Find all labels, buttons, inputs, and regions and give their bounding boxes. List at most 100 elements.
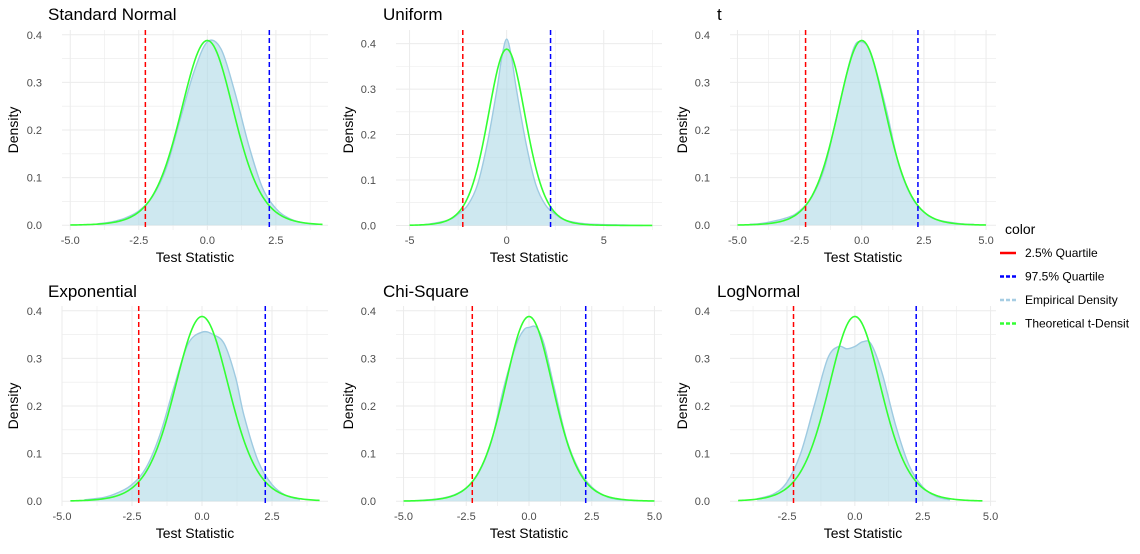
panel-title: Exponential xyxy=(48,282,137,301)
x-tick-label: 2.5 xyxy=(584,511,599,523)
y-axis-title: Density xyxy=(674,107,690,154)
x-tick-label: 2.5 xyxy=(915,511,930,523)
y-axis-title: Density xyxy=(340,107,356,154)
y-tick-label: 0.4 xyxy=(361,39,376,51)
x-tick-label: -2.5 xyxy=(790,235,809,247)
empirical-density-line xyxy=(84,330,301,501)
panel-title: Standard Normal xyxy=(48,5,177,24)
x-tick-label: -5.0 xyxy=(53,511,72,523)
empirical-density-area xyxy=(749,41,974,226)
x-tick-label: 5 xyxy=(601,235,607,247)
y-tick-label: 0.3 xyxy=(361,84,376,96)
empirical-density-area xyxy=(416,326,642,502)
y-tick-label: 0.0 xyxy=(361,220,376,232)
x-axis-title: Test Statistic xyxy=(490,525,569,541)
x-tick-label: -5.0 xyxy=(61,235,80,247)
legend-item: Theoretical t-Densit xyxy=(1000,317,1130,331)
x-tick-label: 0.0 xyxy=(521,511,536,523)
panel-title: Chi-Square xyxy=(383,282,469,301)
facet-panel: -5.0 -2.5 0.0 2.5 0.0 0.1 0.2 0.3 0.4 Standard No… xyxy=(5,5,328,265)
y-tick-label: 0.0 xyxy=(27,220,42,232)
y-axis-title: Density xyxy=(5,383,21,430)
x-tick-label: -2.5 xyxy=(778,511,797,523)
x-tick-label: 2.5 xyxy=(264,511,279,523)
y-tick-label: 0.0 xyxy=(695,496,710,508)
y-tick-label: 0.1 xyxy=(27,173,42,185)
empirical-density-area xyxy=(84,331,301,502)
y-tick-label: 0.4 xyxy=(27,30,42,42)
x-tick-label: 0.0 xyxy=(847,511,862,523)
y-tick-label: 0.4 xyxy=(695,306,710,318)
x-tick-label: -5.0 xyxy=(728,235,747,247)
y-tick-label: 0.0 xyxy=(695,220,710,232)
y-tick-label: 0.1 xyxy=(27,449,42,461)
x-axis-title: Test Statistic xyxy=(156,249,235,265)
y-tick-label: 0.1 xyxy=(695,449,710,461)
x-tick-label: 0.0 xyxy=(194,511,209,523)
facet-panel: -5.0 -2.5 0.0 2.5 5.0 0.0 0.1 0.2 0.3 0.4 t Test St… xyxy=(674,5,996,265)
y-tick-label: 0.2 xyxy=(361,130,376,142)
x-tick-label: 0.0 xyxy=(200,235,215,247)
x-axis-title: Test Statistic xyxy=(490,249,569,265)
y-tick-label: 0.1 xyxy=(361,449,376,461)
y-tick-label: 0.4 xyxy=(695,30,710,42)
facet-panel: -5.0 -2.5 0.0 2.5 5.0 0.0 0.1 0.2 0.3 0.4 Chi-Squa… xyxy=(340,282,662,541)
empirical-density-area xyxy=(419,39,643,226)
y-tick-label: 0.3 xyxy=(361,353,376,365)
y-tick-label: 0.1 xyxy=(695,173,710,185)
y-tick-label: 0.2 xyxy=(27,125,42,137)
y-tick-label: 0.4 xyxy=(361,306,376,318)
facet-panel: -5 0 5 0.0 0.1 0.2 0.3 0.4 Uniform Test Statistic… xyxy=(340,5,662,265)
theoretical-t-density-line xyxy=(737,39,987,226)
facet-panel: -5.0 -2.5 0.0 2.5 0.0 0.1 0.2 0.3 0.4 Exponential… xyxy=(5,282,328,541)
x-tick-label: -2.5 xyxy=(457,511,476,523)
legend-label: 2.5% Quartile xyxy=(1025,246,1098,260)
x-tick-label: 2.5 xyxy=(268,235,283,247)
panel-title: LogNormal xyxy=(717,282,800,301)
y-tick-label: 0.2 xyxy=(27,401,42,413)
legend-title: color xyxy=(1005,221,1036,237)
y-axis-title: Density xyxy=(674,383,690,430)
panel-title: Uniform xyxy=(383,5,443,24)
x-tick-label: 5.0 xyxy=(983,511,998,523)
theoretical-t-density-line xyxy=(738,315,983,502)
x-tick-label: 0 xyxy=(504,235,510,247)
y-tick-label: 0.3 xyxy=(27,77,42,89)
x-tick-label: 5.0 xyxy=(978,235,993,247)
y-tick-label: 0.3 xyxy=(695,77,710,89)
theoretical-t-density-line xyxy=(70,315,320,502)
x-tick-label: 2.5 xyxy=(916,235,931,247)
empirical-density-area xyxy=(97,40,318,226)
legend: color 2.5% Quartile 97.5% Quartile Empirica… xyxy=(1000,221,1130,331)
empirical-density-line xyxy=(756,340,951,501)
panel-title: t xyxy=(717,5,722,24)
theoretical-t-density-line xyxy=(409,48,653,227)
legend-label: Empirical Density xyxy=(1025,293,1118,307)
panels: -5.0 -2.5 0.0 2.5 0.0 0.1 0.2 0.3 0.4 Standard No… xyxy=(5,5,998,541)
x-tick-label: 0.0 xyxy=(854,235,869,247)
empirical-density-line xyxy=(97,39,318,225)
x-axis-title: Test Statistic xyxy=(156,525,235,541)
y-tick-label: 0.2 xyxy=(695,125,710,137)
legend-label: 97.5% Quartile xyxy=(1025,270,1105,284)
x-tick-label: -2.5 xyxy=(129,235,148,247)
y-tick-label: 0.2 xyxy=(361,401,376,413)
y-tick-label: 0.3 xyxy=(695,353,710,365)
y-axis-title: Density xyxy=(5,107,21,154)
y-tick-label: 0.4 xyxy=(27,306,42,318)
x-axis-title: Test Statistic xyxy=(824,249,903,265)
y-tick-label: 0.3 xyxy=(27,353,42,365)
legend-item: 97.5% Quartile xyxy=(1000,270,1105,284)
x-tick-label: -5 xyxy=(405,235,415,247)
y-tick-label: 0.2 xyxy=(695,401,710,413)
theoretical-t-density-line xyxy=(403,315,655,502)
facet-panel: -2.5 0.0 2.5 5.0 0.0 0.1 0.2 0.3 0.4 LogNormal Tes… xyxy=(674,282,998,541)
legend-item: Empirical Density xyxy=(1000,293,1118,307)
y-tick-label: 0.1 xyxy=(361,175,376,187)
theoretical-t-density-line xyxy=(70,39,323,226)
x-tick-label: 5.0 xyxy=(647,511,662,523)
y-tick-label: 0.0 xyxy=(361,496,376,508)
legend-label: Theoretical t-Densit xyxy=(1025,317,1130,331)
y-axis-title: Density xyxy=(340,383,356,430)
